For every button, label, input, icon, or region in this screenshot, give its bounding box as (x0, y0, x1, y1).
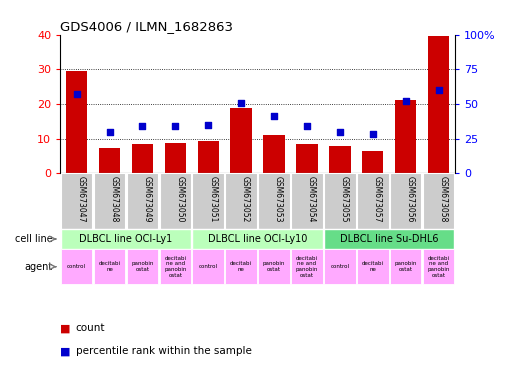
Point (204, 122, 212, 128)
Point (270, 113, 278, 119)
Bar (61, 249, 93, 284)
Point (237, 99, 245, 106)
Text: GSM673058: GSM673058 (439, 176, 448, 222)
Point (336, 129, 344, 135)
Bar (324, 173, 356, 229)
Bar (165, 143, 186, 173)
Bar (198, 141, 219, 173)
Bar (423, 173, 454, 229)
Bar (258, 173, 290, 229)
Point (435, 87, 443, 93)
Text: decitabi
ne: decitabi ne (98, 262, 120, 272)
Text: GSM673054: GSM673054 (307, 176, 316, 222)
Point (369, 131, 377, 137)
Bar (296, 144, 317, 173)
Bar (160, 249, 191, 284)
Point (303, 123, 311, 129)
Bar (423, 249, 454, 284)
Text: control: control (331, 264, 349, 269)
Bar (258, 249, 290, 284)
Bar (362, 151, 383, 173)
Text: ■: ■ (60, 323, 71, 333)
Text: DLBCL line OCI-Ly1: DLBCL line OCI-Ly1 (79, 234, 173, 244)
Point (138, 123, 146, 129)
Text: GSM673051: GSM673051 (208, 176, 217, 222)
Text: GSM673052: GSM673052 (241, 176, 250, 222)
Bar (127, 249, 158, 284)
Point (105, 129, 113, 135)
Text: GSM673048: GSM673048 (109, 176, 119, 222)
Text: decitabi
ne and
panobin
ostat: decitabi ne and panobin ostat (164, 255, 187, 278)
Text: agent: agent (25, 262, 53, 272)
Bar (225, 249, 257, 284)
Bar (264, 135, 285, 173)
Bar (324, 229, 454, 249)
Text: GSM673047: GSM673047 (76, 176, 86, 222)
Text: panobin
ostat: panobin ostat (263, 262, 285, 272)
Text: control: control (67, 264, 86, 269)
Bar (61, 173, 93, 229)
Text: GSM673055: GSM673055 (340, 176, 349, 222)
Bar (94, 173, 126, 229)
Bar (192, 249, 224, 284)
Text: DLBCL line OCI-Ly10: DLBCL line OCI-Ly10 (208, 234, 308, 244)
Text: panobin
ostat: panobin ostat (394, 262, 417, 272)
Bar (160, 173, 191, 229)
Bar (428, 36, 449, 173)
Bar (66, 71, 87, 173)
Bar (127, 173, 158, 229)
Bar (390, 249, 422, 284)
Text: GSM673053: GSM673053 (274, 176, 283, 222)
Point (171, 123, 179, 129)
Bar (99, 148, 120, 173)
Text: decitabi
ne and
panobin
ostat: decitabi ne and panobin ostat (427, 255, 450, 278)
Bar (357, 173, 389, 229)
Bar (324, 249, 356, 284)
Text: count: count (76, 323, 105, 333)
Point (402, 98, 410, 104)
Text: DLBCL line Su-DHL6: DLBCL line Su-DHL6 (340, 234, 438, 244)
Bar (192, 229, 323, 249)
Text: GDS4006 / ILMN_1682863: GDS4006 / ILMN_1682863 (60, 20, 233, 33)
Point (72, 91, 81, 97)
Bar (291, 249, 323, 284)
Bar (395, 101, 416, 173)
Bar (132, 144, 153, 173)
Text: GSM673056: GSM673056 (406, 176, 415, 222)
Bar (225, 173, 257, 229)
Text: percentile rank within the sample: percentile rank within the sample (76, 346, 252, 356)
Text: control: control (199, 264, 218, 269)
Bar (61, 229, 191, 249)
Bar (329, 146, 350, 173)
Bar (94, 249, 126, 284)
Bar (231, 108, 252, 173)
Text: decitabi
ne: decitabi ne (362, 262, 384, 272)
Bar (390, 173, 422, 229)
Text: decitabi
ne: decitabi ne (230, 262, 252, 272)
Text: ■: ■ (60, 346, 71, 356)
Text: GSM673057: GSM673057 (373, 176, 382, 222)
Bar (291, 173, 323, 229)
Text: GSM673049: GSM673049 (142, 176, 152, 222)
Text: GSM673050: GSM673050 (175, 176, 184, 222)
Bar (357, 249, 389, 284)
Text: cell line: cell line (15, 234, 53, 244)
Text: panobin
ostat: panobin ostat (131, 262, 154, 272)
Text: decitabi
ne and
panobin
ostat: decitabi ne and panobin ostat (295, 255, 318, 278)
Bar (192, 173, 224, 229)
